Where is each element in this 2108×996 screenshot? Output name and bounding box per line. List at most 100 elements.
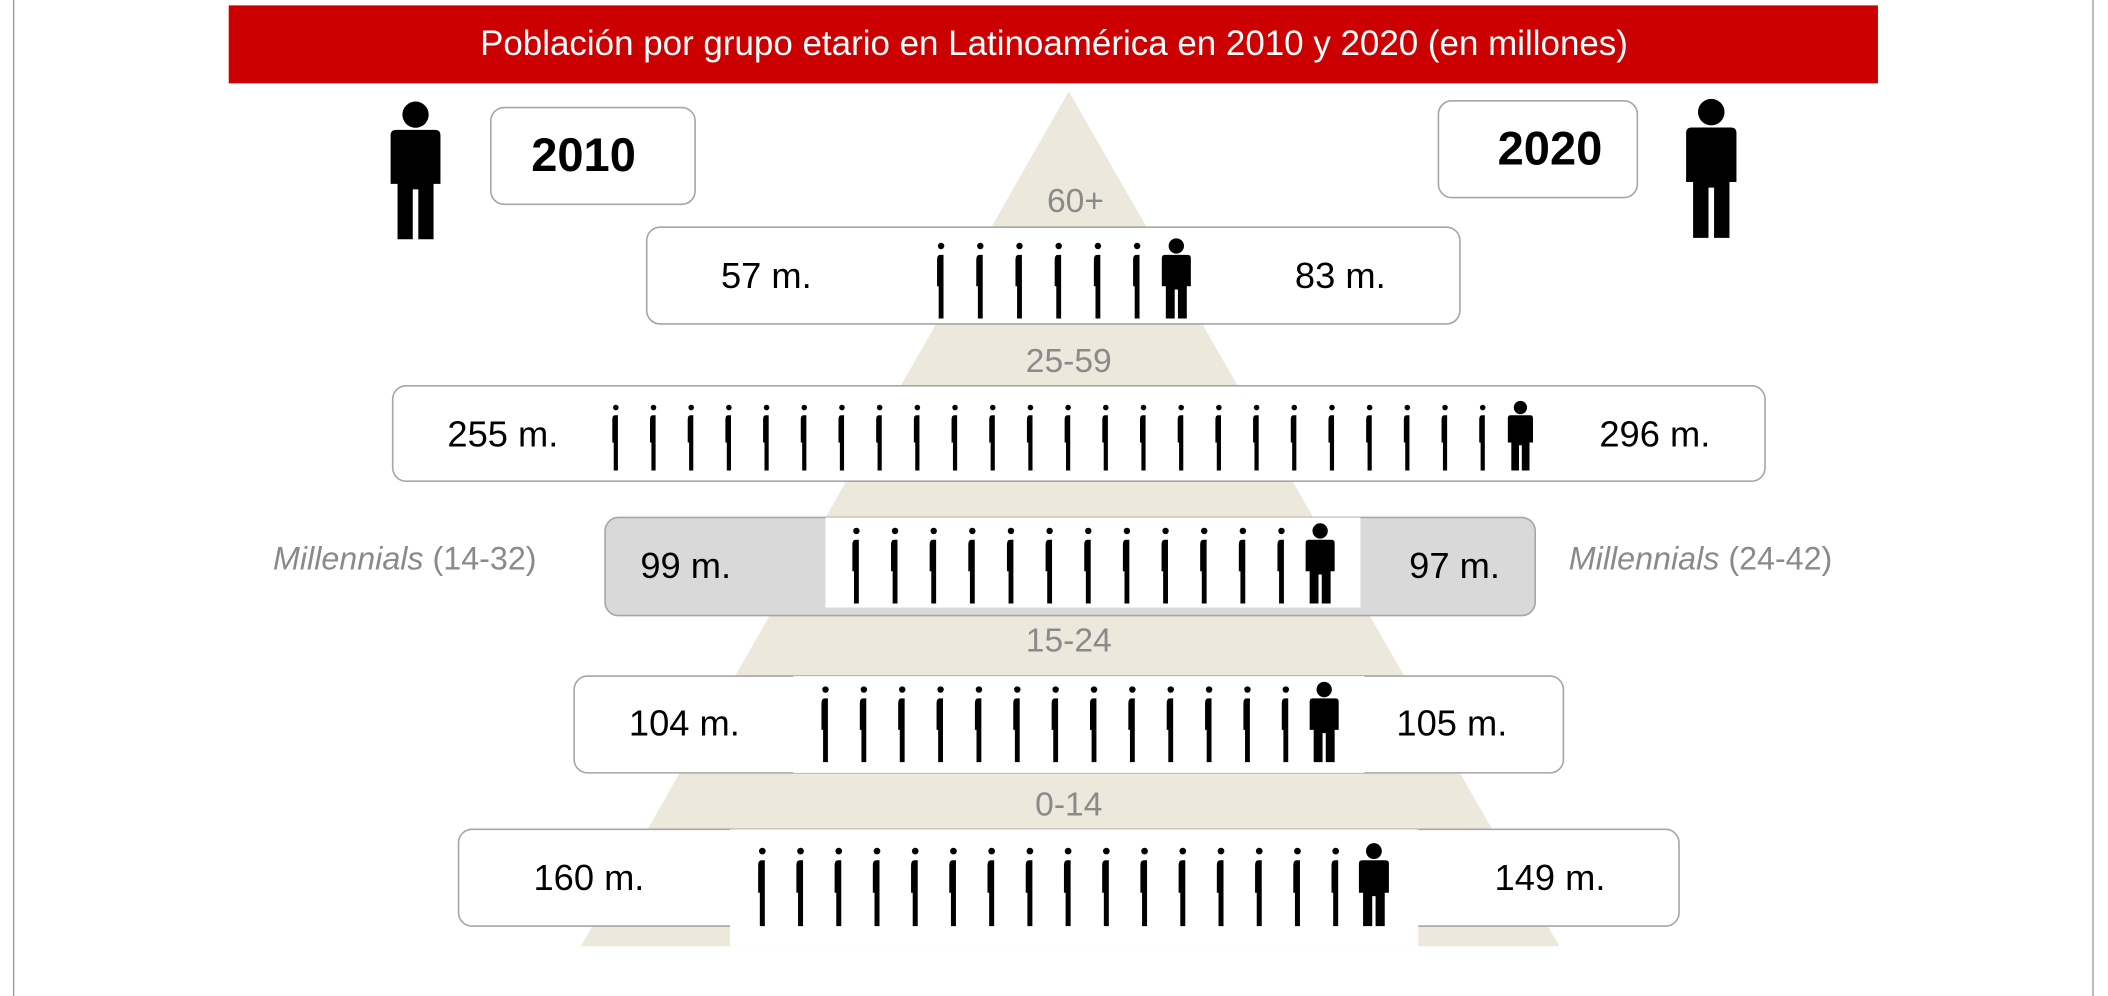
icon-body bbox=[800, 415, 807, 471]
person-icon bbox=[1686, 98, 1737, 238]
icon-head bbox=[937, 686, 944, 693]
icon-head bbox=[1064, 847, 1072, 855]
group-label: 15-24 bbox=[1026, 622, 1112, 659]
icon-head bbox=[1065, 404, 1071, 411]
icon-head bbox=[1282, 686, 1290, 693]
icon-body bbox=[1015, 254, 1022, 319]
icon-head bbox=[1291, 404, 1298, 411]
icon-body bbox=[872, 860, 880, 927]
row-box bbox=[645, 226, 1461, 325]
icon-head bbox=[1085, 527, 1092, 535]
icon-body bbox=[859, 698, 867, 763]
icon-body bbox=[989, 415, 995, 471]
person-half-icon bbox=[1178, 847, 1187, 927]
person-half-icon bbox=[974, 686, 983, 763]
icon-body bbox=[763, 415, 769, 471]
person-half-icon bbox=[1200, 527, 1208, 604]
icon-body bbox=[913, 415, 920, 471]
value-2020: 149 m. bbox=[1495, 857, 1606, 898]
icon-head bbox=[853, 527, 860, 535]
person-half-icon bbox=[937, 242, 945, 319]
icon-head bbox=[1442, 404, 1448, 411]
icon-body bbox=[949, 860, 956, 927]
icon-head bbox=[688, 404, 694, 411]
icon-body bbox=[1177, 415, 1184, 471]
person-half-icon bbox=[976, 242, 984, 319]
icon-head bbox=[1055, 242, 1062, 250]
icon-head bbox=[950, 847, 957, 855]
value-2010: 104 m. bbox=[629, 702, 740, 743]
person-half-icon bbox=[936, 686, 944, 763]
year-left: 2010 bbox=[531, 128, 636, 181]
icon-body bbox=[390, 129, 441, 240]
icon-body bbox=[911, 860, 918, 927]
person-half-icon bbox=[859, 686, 868, 763]
icon-body bbox=[891, 539, 898, 604]
row-box bbox=[391, 384, 1766, 483]
person-half-icon bbox=[1051, 686, 1059, 763]
icon-head bbox=[726, 404, 732, 411]
icon-body bbox=[876, 415, 882, 471]
icon-body bbox=[1216, 860, 1224, 927]
icon-head bbox=[801, 404, 808, 411]
millennials-label-left: Millennials (14-32) bbox=[273, 540, 536, 576]
row-inner bbox=[793, 676, 1365, 773]
icon-body bbox=[1243, 698, 1250, 763]
person-half-icon bbox=[1281, 686, 1290, 763]
icon-body bbox=[968, 539, 975, 604]
icon-body bbox=[725, 415, 731, 471]
icon-body bbox=[898, 698, 905, 763]
icon-head bbox=[860, 686, 868, 693]
person-half-icon bbox=[876, 404, 883, 471]
person-half-icon bbox=[1161, 527, 1169, 604]
millennials-range: (24-42) bbox=[1728, 540, 1832, 576]
icon-body bbox=[1215, 415, 1221, 471]
person-half-icon bbox=[989, 404, 996, 471]
icon-head bbox=[1217, 847, 1225, 855]
icon-head bbox=[1200, 527, 1208, 535]
icon-head bbox=[1278, 527, 1285, 535]
icon-head bbox=[1244, 686, 1251, 693]
year-right: 2020 bbox=[1498, 121, 1603, 174]
person-half-icon bbox=[891, 527, 899, 604]
icon-head bbox=[1253, 404, 1260, 411]
icon-head bbox=[1103, 847, 1110, 855]
person-half-icon bbox=[650, 404, 657, 471]
person-half-icon bbox=[1026, 404, 1034, 471]
icon-head bbox=[876, 404, 883, 411]
icon-body bbox=[1328, 415, 1335, 471]
group-label: 25-59 bbox=[1026, 343, 1112, 380]
person-half-icon bbox=[911, 847, 919, 927]
person-half-icon bbox=[758, 847, 766, 927]
icon-head bbox=[1103, 404, 1109, 411]
icon-head bbox=[1027, 404, 1034, 411]
person-half-icon bbox=[834, 847, 843, 927]
icon-body bbox=[1026, 415, 1033, 471]
frame bbox=[12, 0, 2094, 996]
value-2020: 83 m. bbox=[1295, 255, 1386, 296]
person-half-icon bbox=[1102, 404, 1109, 471]
value-2010: 99 m. bbox=[640, 545, 731, 586]
icon-head bbox=[835, 847, 843, 855]
person-half-icon bbox=[1255, 847, 1263, 927]
icon-body bbox=[1255, 860, 1262, 927]
icon-body bbox=[1054, 254, 1062, 319]
icon-head bbox=[937, 242, 945, 250]
icon-body bbox=[1161, 539, 1168, 604]
person-half-icon bbox=[1102, 847, 1110, 927]
icon-head bbox=[1329, 404, 1335, 411]
icon-head bbox=[1129, 686, 1136, 693]
icon-body bbox=[1102, 860, 1109, 927]
icon-head bbox=[1365, 843, 1382, 860]
icon-body bbox=[976, 254, 983, 319]
icon-head bbox=[1513, 400, 1528, 415]
icon-head bbox=[763, 404, 770, 411]
icon-body bbox=[1064, 415, 1071, 471]
person-half-icon bbox=[1006, 527, 1015, 604]
icon-head bbox=[1312, 523, 1328, 539]
person-half-icon bbox=[872, 847, 881, 927]
person-half-icon bbox=[1140, 404, 1147, 471]
icon-body bbox=[838, 415, 845, 471]
